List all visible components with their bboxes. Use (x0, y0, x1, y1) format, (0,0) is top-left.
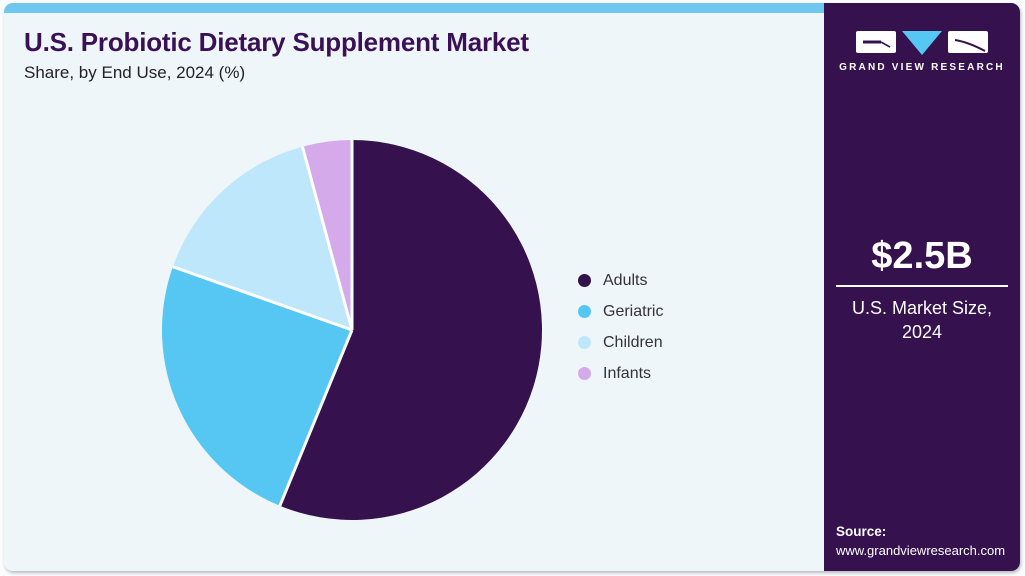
pie-slice-geriatric (161, 266, 352, 506)
logo-r-mark-icon (948, 31, 988, 53)
brand-logo: GRAND VIEW RESEARCH (824, 31, 1020, 73)
source-label: Source: (836, 524, 887, 539)
page-title: U.S. Probiotic Dietary Supplement Market (24, 27, 529, 57)
legend-label-geriatric: Geriatric (603, 303, 664, 320)
pie-slice-adults (279, 140, 543, 520)
chart-panel: U.S. Probiotic Dietary Supplement Market… (4, 3, 824, 571)
legend-item-children: Children (578, 333, 663, 352)
market-size-divider (836, 284, 1008, 287)
legend-item-adults: Adults (578, 271, 663, 290)
brand-sidebar: GRAND VIEW RESEARCH $2.5B U.S. Market Si… (824, 3, 1020, 571)
pie-separator (300, 146, 354, 331)
market-size-value: $2.5B (871, 235, 973, 277)
legend-dot-infants (578, 367, 591, 380)
legend-label-infants: Infants (603, 365, 652, 382)
logo-marks (824, 31, 1020, 55)
legend-label-adults: Adults (603, 272, 648, 289)
logo-g-mark-icon (856, 31, 896, 53)
legend-label-children: Children (603, 334, 663, 351)
logo-v-triangle-icon (902, 31, 942, 55)
market-size-label: U.S. Market Size, 2024 (851, 297, 993, 343)
market-size-block: $2.5B U.S. Market Size, 2024 (824, 235, 1020, 344)
pie-separator (278, 329, 354, 507)
brand-name: GRAND VIEW RESEARCH (839, 62, 1005, 73)
legend-dot-children (578, 336, 591, 349)
legend-dot-geriatric (578, 305, 591, 318)
page-subtitle: Share, by End Use, 2024 (%) (24, 63, 246, 83)
chart-header: U.S. Probiotic Dietary Supplement Market… (24, 27, 529, 83)
source-url: www.grandviewresearch.com (836, 543, 1006, 558)
legend-dot-adults (578, 274, 591, 287)
infographic-card: U.S. Probiotic Dietary Supplement Market… (4, 3, 1020, 571)
pie-chart (161, 140, 543, 520)
pie-separator (172, 265, 353, 332)
legend-item-infants: Infants (578, 364, 663, 383)
source-block: Source: www.grandviewresearch.com (836, 522, 1016, 561)
legend: Adults Geriatric Children Infants (578, 271, 663, 395)
pie-slice-children (172, 146, 352, 330)
legend-item-geriatric: Geriatric (578, 302, 663, 321)
